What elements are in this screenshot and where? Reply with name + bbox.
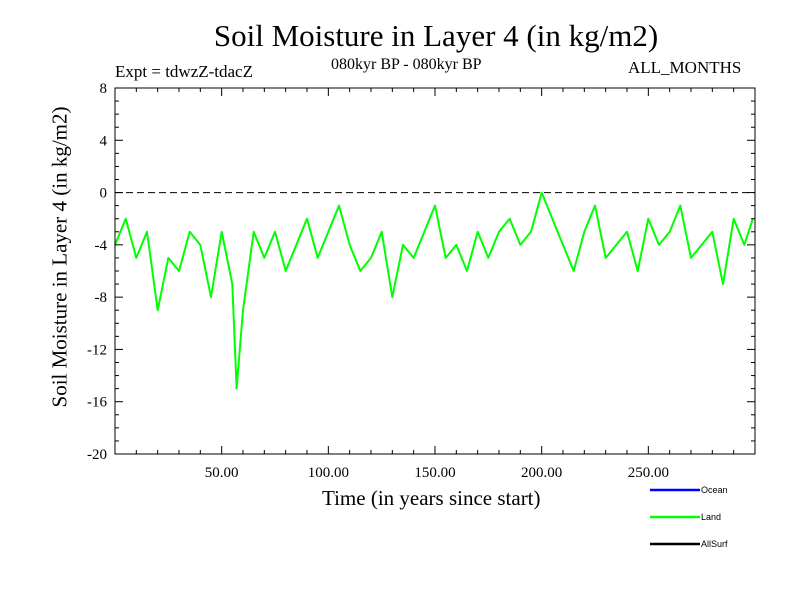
y-tick-label: -12 (87, 342, 107, 358)
y-tick-label: 4 (100, 133, 108, 149)
y-tick-label: -4 (95, 238, 108, 254)
series-line-land (114, 191, 754, 390)
x-tick-label: 50.00 (205, 465, 239, 481)
y-tick-label: 8 (100, 81, 108, 97)
x-axis-label: Time (in years since start) (322, 486, 541, 510)
period-label: 080kyr BP - 080kyr BP (331, 56, 482, 73)
x-tick-label: 100.00 (308, 465, 349, 481)
y-tick-label: -8 (95, 290, 108, 306)
months-label: ALL_MONTHS (628, 58, 742, 77)
y-tick-label: 0 (100, 186, 108, 202)
x-tick-label: 250.00 (628, 465, 669, 481)
experiment-label: Expt = tdwzZ-tdacZ (115, 62, 253, 81)
chart-title: Soil Moisture in Layer 4 (in kg/m2) (213, 18, 659, 53)
legend-label-allsurf: AllSurf (701, 539, 728, 549)
x-tick-label: 150.00 (414, 465, 455, 481)
legend-label-land: Land (701, 512, 721, 522)
y-tick-label: -20 (87, 447, 107, 463)
legend-label-ocean: Ocean (701, 485, 728, 495)
y-tick-label: -16 (87, 395, 107, 411)
x-tick-label: 200.00 (521, 465, 562, 481)
plot-frame (114, 87, 756, 455)
